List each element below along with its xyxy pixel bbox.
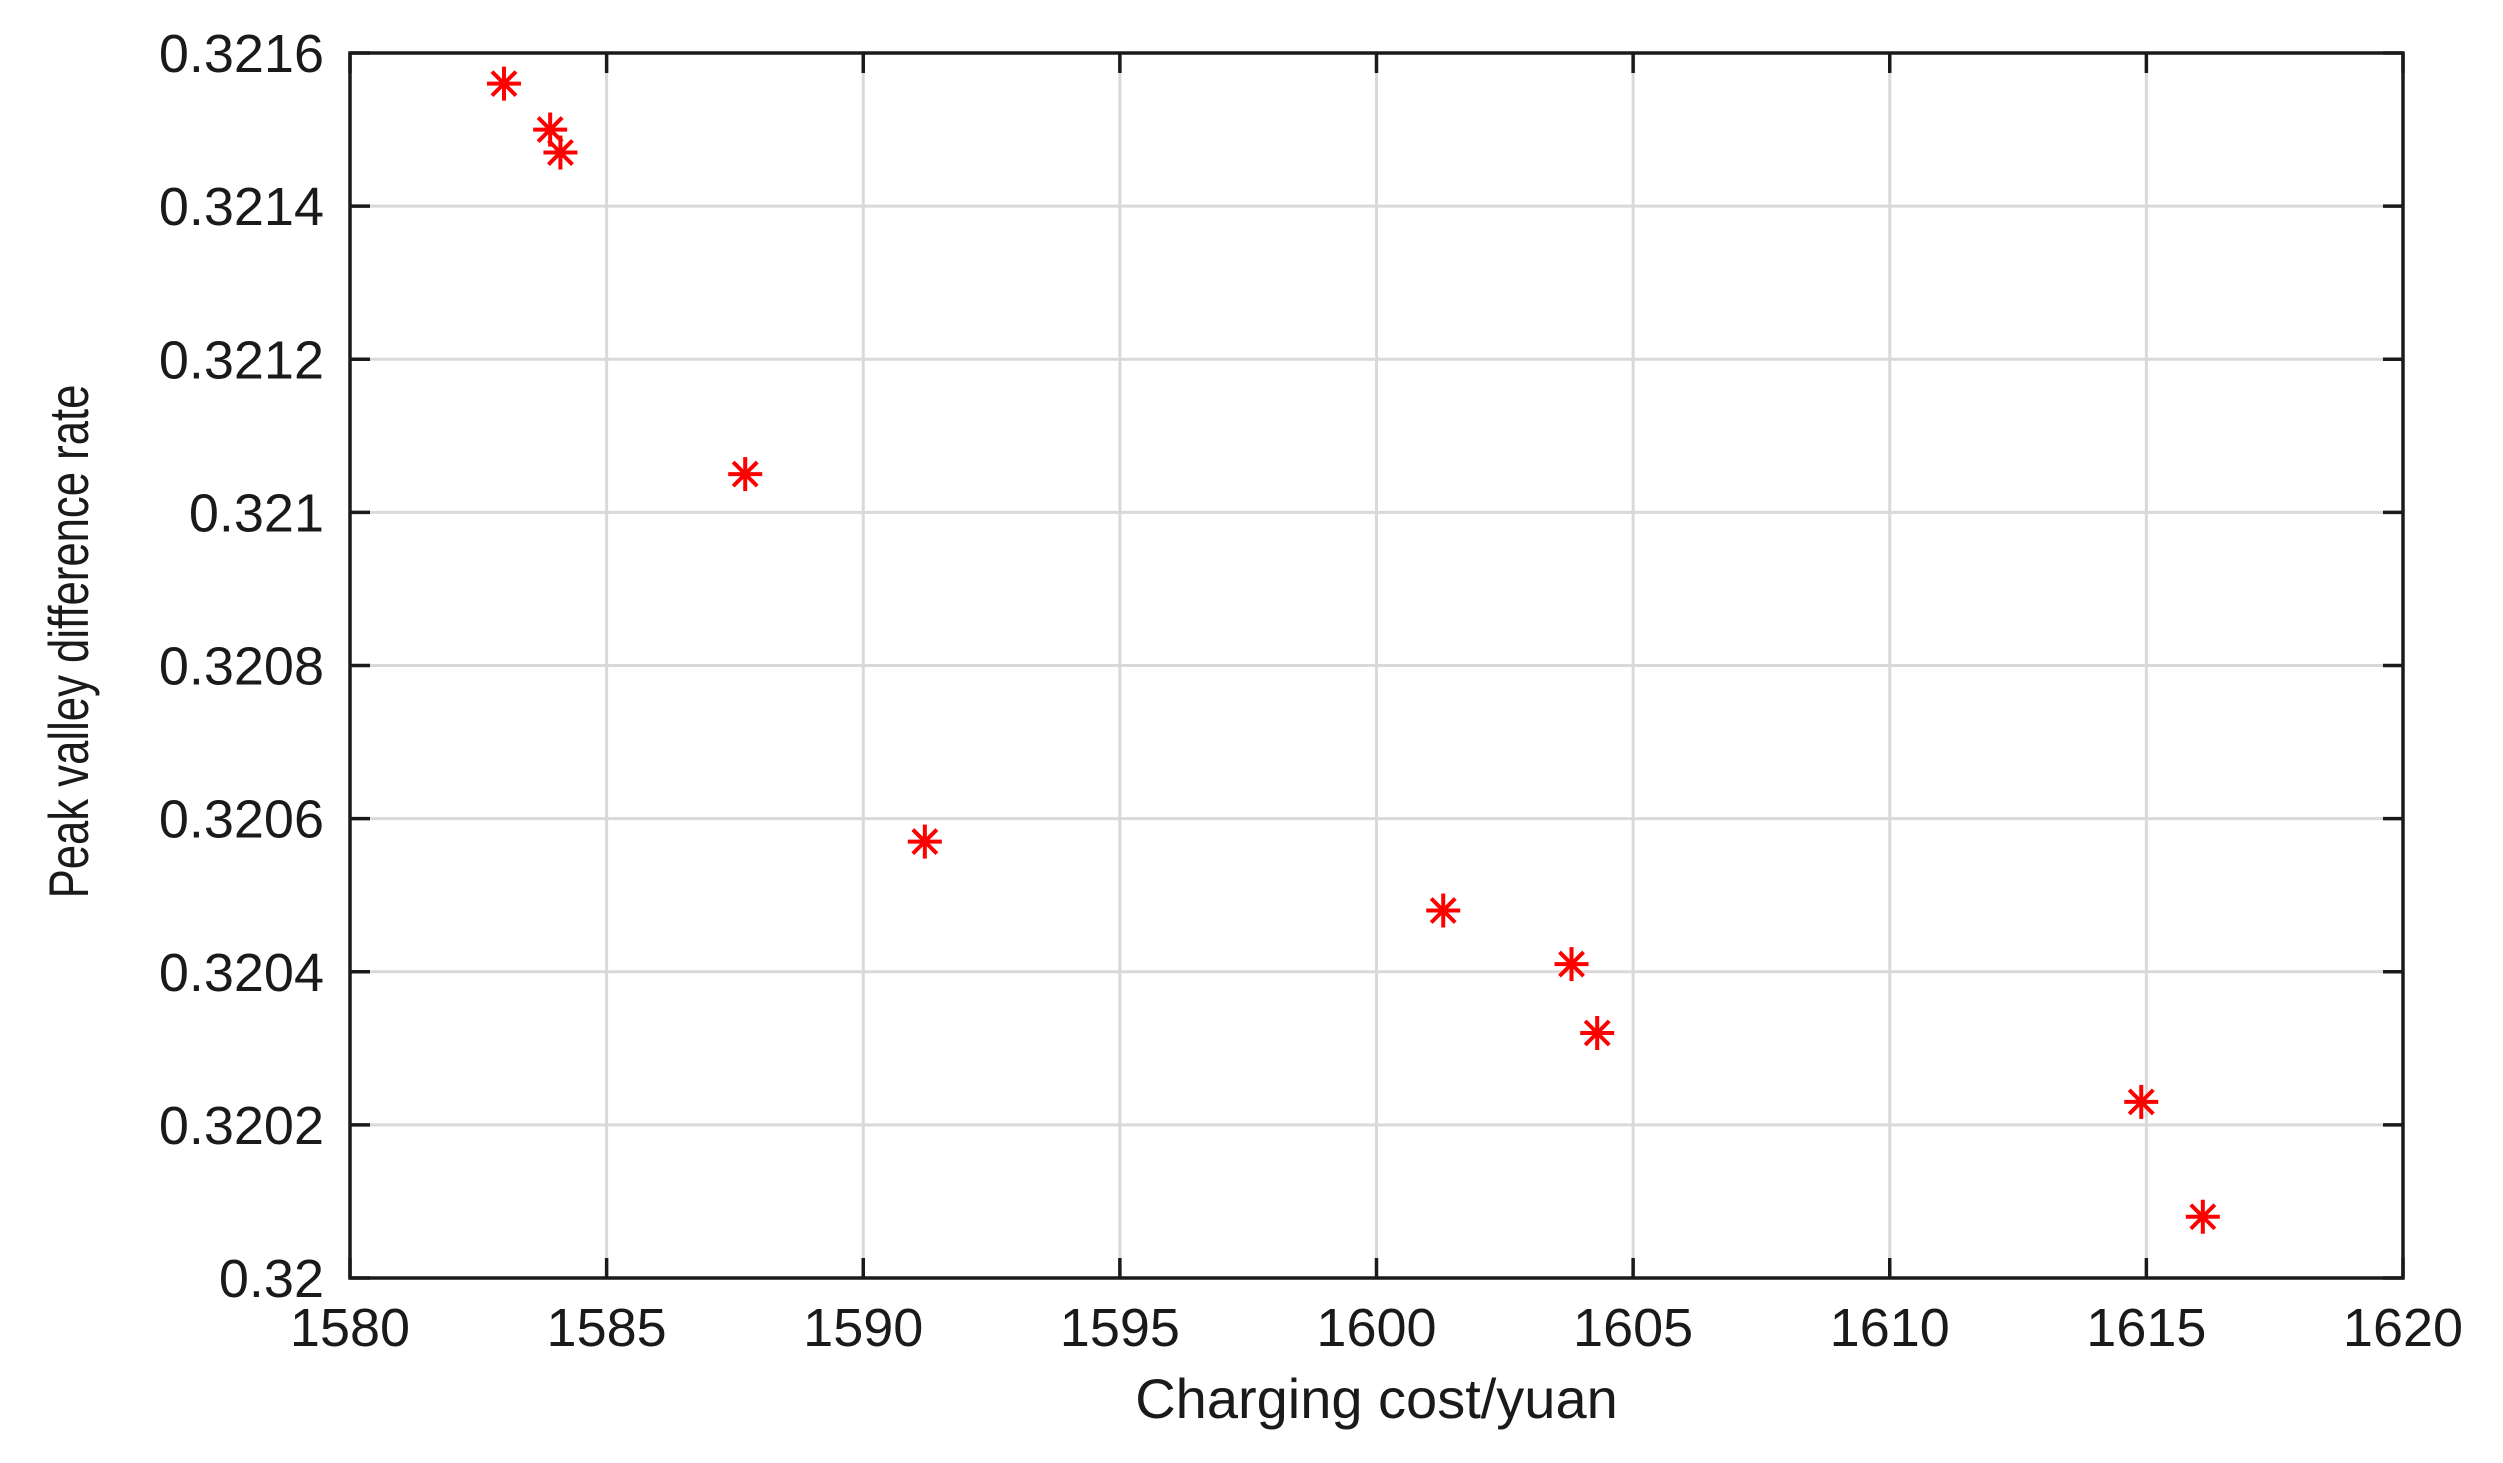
x-tick-labels: 1580 1585 1590 1595 1600 1605 1610 1615 1620 bbox=[290, 1298, 2463, 1358]
data-point bbox=[2185, 1199, 2220, 1234]
y-tick-label: 0.321 bbox=[189, 483, 324, 543]
y-tick-label: 0.3206 bbox=[159, 790, 324, 850]
data-point bbox=[1554, 947, 1589, 982]
y-tick-label: 0.3208 bbox=[159, 637, 324, 697]
x-tick-label: 1580 bbox=[290, 1298, 410, 1358]
data-point bbox=[486, 66, 521, 101]
y-axis-label: Peak valley difference rate bbox=[38, 385, 100, 899]
data-point bbox=[2124, 1084, 2159, 1119]
data-point bbox=[728, 457, 763, 492]
data-points bbox=[486, 66, 2220, 1234]
x-tick-label: 1620 bbox=[2343, 1298, 2463, 1358]
y-tick-label: 0.3216 bbox=[159, 24, 324, 84]
x-tick-label: 1605 bbox=[1573, 1298, 1693, 1358]
x-tick-label: 1595 bbox=[1060, 1298, 1180, 1358]
y-tick-label: 0.32 bbox=[219, 1249, 324, 1309]
grid bbox=[350, 53, 2403, 1278]
x-axis-label: Charging cost/yuan bbox=[1135, 1367, 1618, 1430]
x-tick-label: 1600 bbox=[1316, 1298, 1436, 1358]
x-tick-label: 1590 bbox=[803, 1298, 923, 1358]
x-tick-label: 1610 bbox=[1830, 1298, 1950, 1358]
x-tick-label: 1615 bbox=[2086, 1298, 2206, 1358]
data-point bbox=[1580, 1016, 1615, 1050]
tick-marks bbox=[348, 51, 2405, 1280]
data-point bbox=[543, 135, 578, 170]
data-point bbox=[1426, 893, 1461, 928]
y-tick-label: 0.3204 bbox=[159, 943, 324, 1003]
y-tick-label: 0.3212 bbox=[159, 330, 324, 390]
x-tick-label: 1585 bbox=[547, 1298, 667, 1358]
data-point bbox=[907, 824, 942, 859]
y-tick-label: 0.3202 bbox=[159, 1096, 324, 1156]
y-tick-labels: 0.32 0.3202 0.3204 0.3206 0.3208 0.321 0.3212 0… bbox=[159, 24, 324, 1309]
y-tick-label: 0.3214 bbox=[159, 177, 324, 237]
